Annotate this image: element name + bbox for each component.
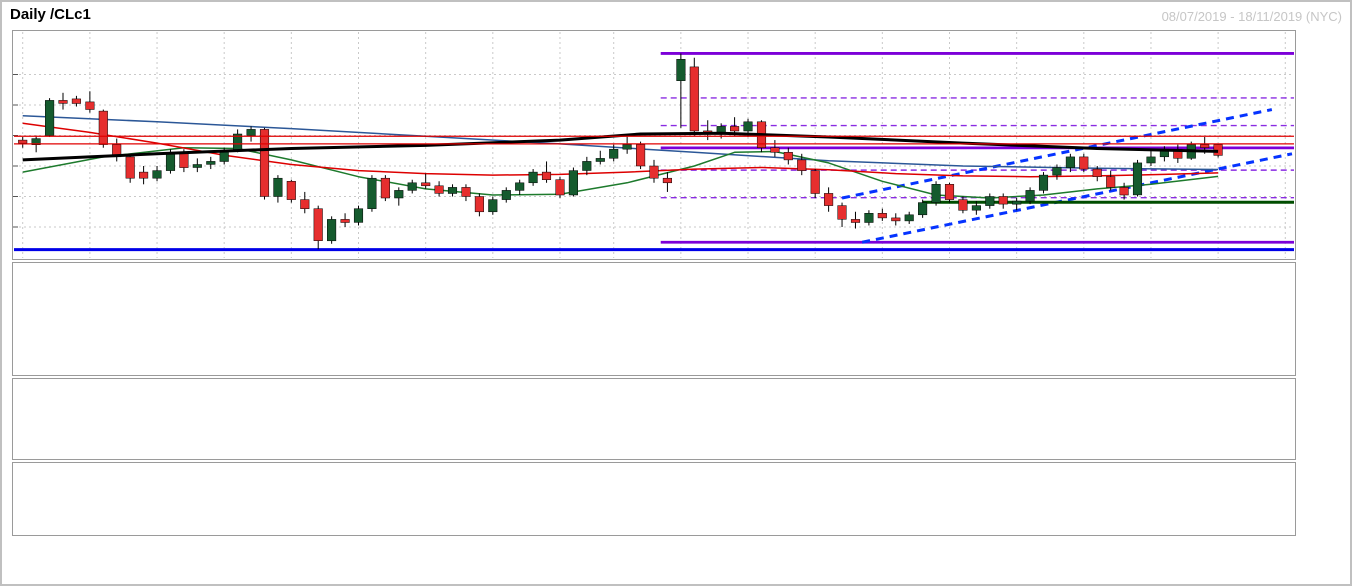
stoch-panel[interactable] xyxy=(12,462,1296,536)
rsi-panel[interactable] xyxy=(12,262,1296,376)
date-range-label: 08/07/2019 - 18/11/2019 (NYC) xyxy=(1161,9,1342,24)
price-panel[interactable] xyxy=(12,30,1296,260)
macd-panel[interactable] xyxy=(12,378,1296,460)
page-title: Daily /CLc1 xyxy=(10,6,91,23)
